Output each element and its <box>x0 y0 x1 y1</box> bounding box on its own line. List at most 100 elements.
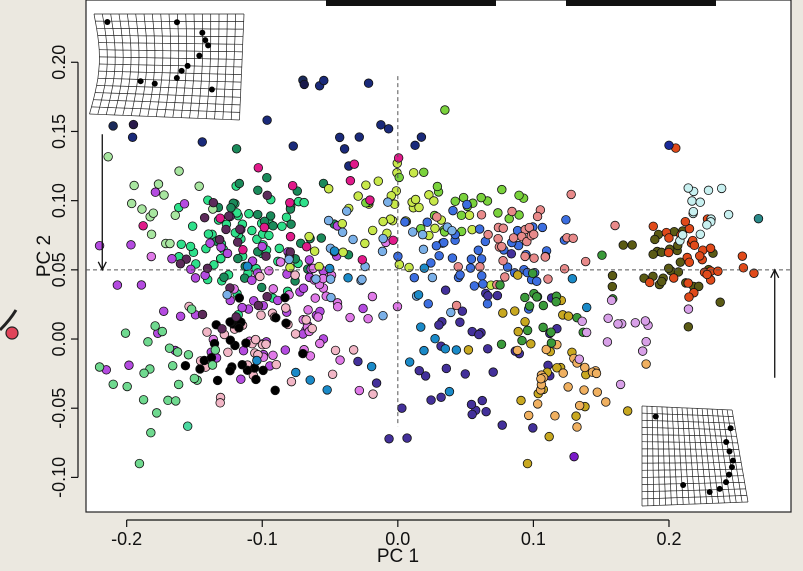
data-point <box>597 250 607 260</box>
data-point <box>311 274 321 284</box>
data-point <box>199 213 210 223</box>
landmark-point <box>178 67 185 74</box>
data-point <box>453 262 463 272</box>
data-point <box>418 244 429 255</box>
data-point <box>262 172 272 183</box>
data-point <box>168 361 178 371</box>
data-point <box>197 309 208 320</box>
data-point <box>216 242 226 252</box>
data-point <box>237 360 247 370</box>
data-point <box>265 211 276 221</box>
data-point <box>323 215 334 226</box>
landmark-point <box>173 75 180 82</box>
data-point <box>271 359 281 370</box>
data-point <box>261 339 271 349</box>
data-point <box>365 195 375 205</box>
data-point <box>366 361 377 372</box>
data-point <box>367 291 378 302</box>
data-point <box>354 132 364 142</box>
data-point <box>436 392 446 402</box>
data-point <box>353 356 363 367</box>
data-point <box>136 280 147 290</box>
data-point <box>234 323 244 333</box>
x-axis-label: PC 1 <box>377 546 419 566</box>
data-point <box>126 240 136 250</box>
data-point <box>186 304 197 314</box>
data-point <box>476 210 487 220</box>
data-point <box>496 339 507 349</box>
landmark-point <box>716 485 723 492</box>
data-point <box>176 239 186 249</box>
data-point <box>146 251 157 262</box>
data-point <box>426 258 436 268</box>
data-point <box>376 120 386 130</box>
cropped-title-fragment-right <box>566 0 716 6</box>
data-point <box>569 451 579 462</box>
data-point <box>301 242 312 252</box>
data-point <box>495 280 505 290</box>
data-point <box>325 274 336 284</box>
data-point <box>577 316 587 327</box>
data-point <box>253 163 264 173</box>
data-point <box>551 297 561 307</box>
data-point <box>232 237 243 247</box>
y-tick-label: 0.10 <box>49 183 69 218</box>
data-point <box>291 367 301 378</box>
data-point <box>252 355 262 366</box>
data-point <box>219 272 229 282</box>
data-point <box>271 313 281 323</box>
data-point <box>286 219 296 229</box>
data-point <box>315 338 325 349</box>
data-point <box>281 212 292 222</box>
data-point <box>430 223 440 234</box>
data-point <box>231 144 242 154</box>
data-point <box>120 328 131 338</box>
data-point <box>475 262 485 272</box>
data-point <box>420 371 431 381</box>
data-point <box>500 272 510 282</box>
data-point <box>544 431 554 442</box>
data-point <box>537 222 548 233</box>
data-point <box>524 410 534 421</box>
data-point <box>394 172 404 183</box>
data-point <box>529 229 539 240</box>
data-point <box>281 318 291 328</box>
data-point <box>137 204 147 214</box>
data-point <box>493 234 503 244</box>
data-point <box>383 124 394 134</box>
data-point <box>467 409 477 420</box>
landmark-point <box>652 413 659 420</box>
data-point <box>579 385 589 395</box>
data-point <box>304 231 314 242</box>
data-point <box>329 246 340 256</box>
data-point <box>640 316 651 326</box>
y-tick-label: 0.15 <box>49 114 69 149</box>
data-point <box>159 190 169 200</box>
data-point <box>202 327 212 337</box>
data-point <box>498 308 508 318</box>
data-point <box>139 368 149 378</box>
data-point <box>464 210 475 220</box>
points-layer <box>94 75 764 469</box>
data-point <box>225 366 235 376</box>
data-point <box>222 248 233 259</box>
data-point <box>290 329 301 339</box>
data-point <box>550 411 560 421</box>
data-point <box>705 243 716 253</box>
data-point <box>353 191 363 201</box>
data-point <box>520 317 530 327</box>
data-point <box>170 210 180 220</box>
data-point <box>440 344 451 354</box>
landmark-point <box>208 86 215 93</box>
data-point <box>288 141 298 151</box>
data-point <box>215 398 225 408</box>
data-point <box>473 245 484 255</box>
data-point <box>641 337 651 347</box>
data-point <box>410 140 420 151</box>
data-point <box>483 344 493 354</box>
data-point <box>108 121 118 131</box>
data-point <box>330 345 341 356</box>
data-point <box>687 196 697 206</box>
data-point <box>268 284 278 294</box>
data-point <box>225 335 236 345</box>
